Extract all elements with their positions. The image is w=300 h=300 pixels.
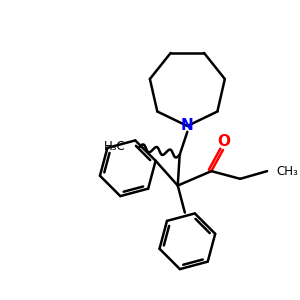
Text: O: O — [218, 134, 230, 149]
Text: CH₃: CH₃ — [277, 165, 298, 178]
Text: N: N — [181, 118, 194, 134]
Text: H₃C: H₃C — [104, 140, 126, 153]
